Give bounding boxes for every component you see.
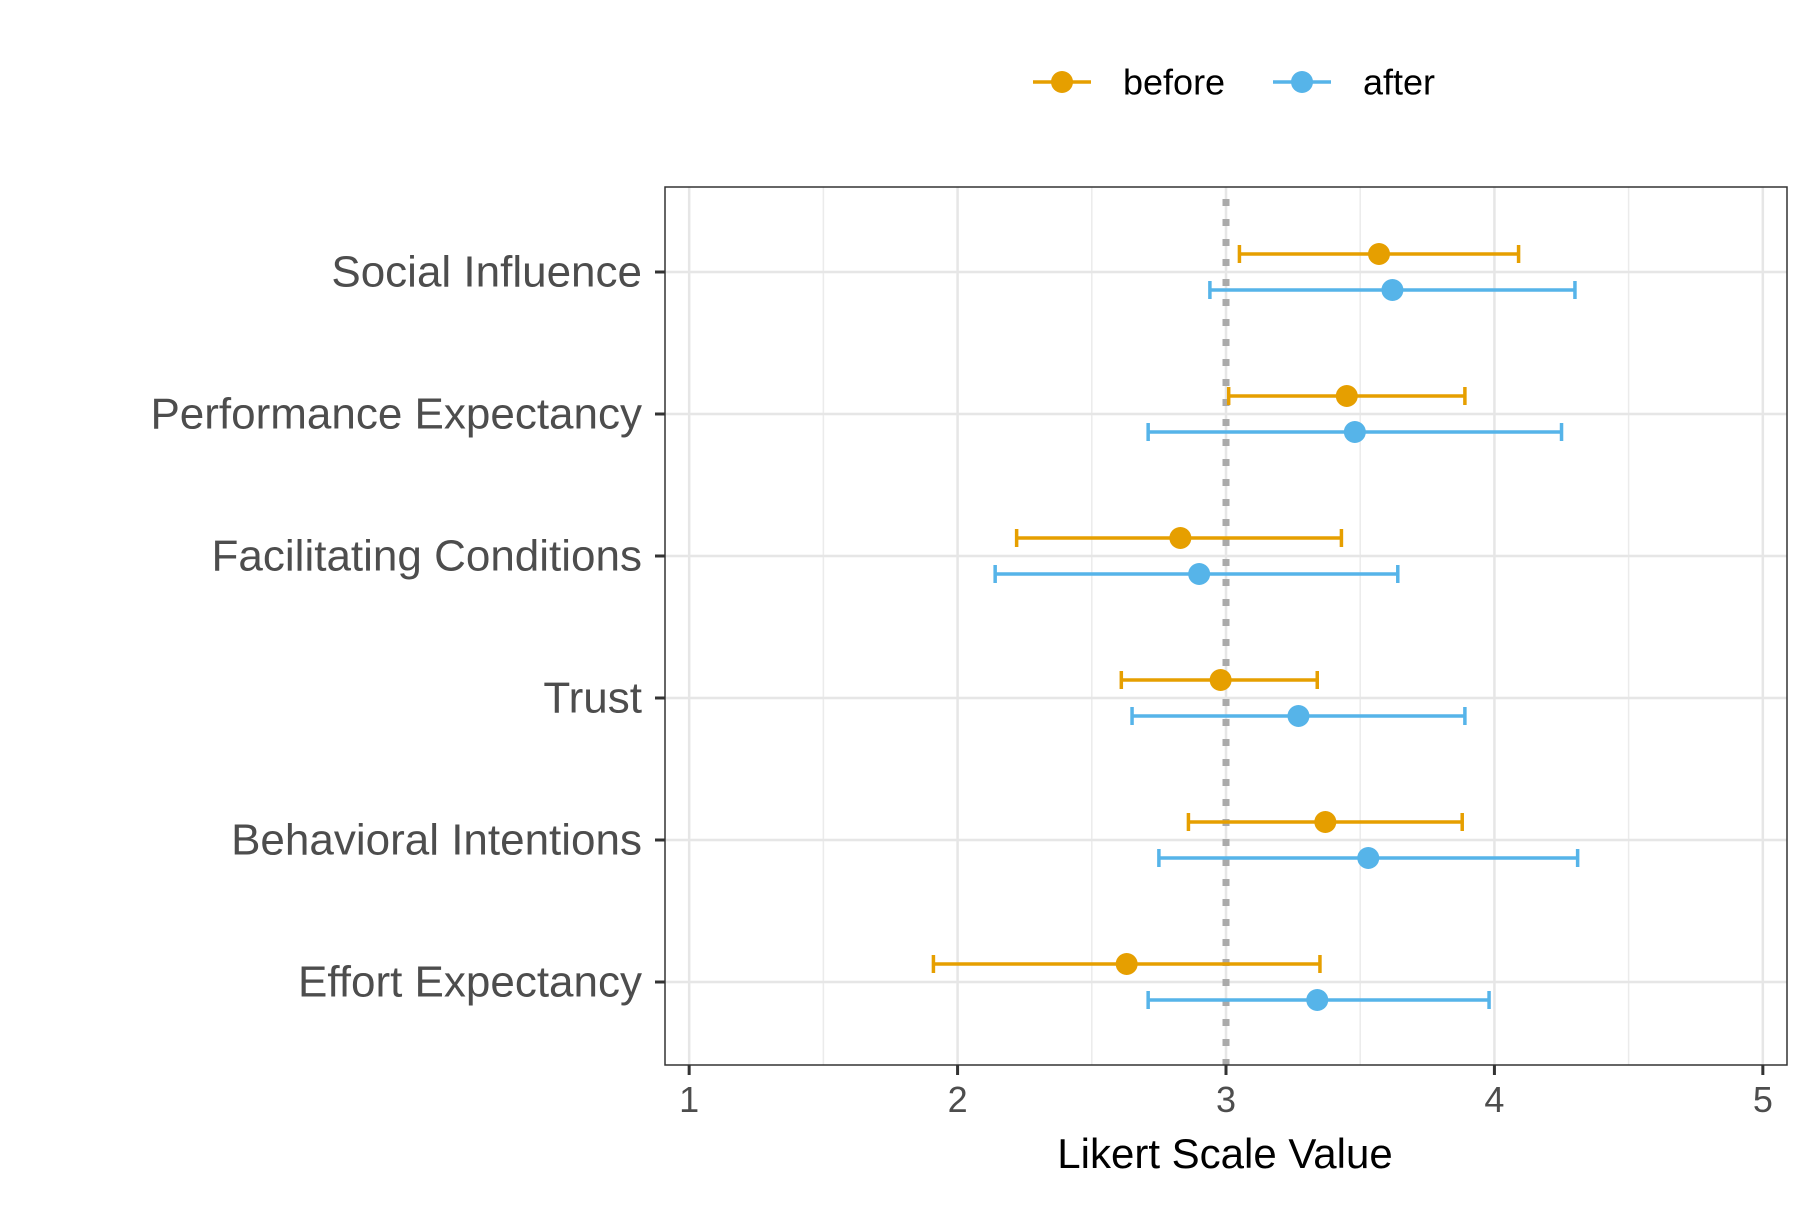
x-tick-label: 5 [1753, 1079, 1773, 1120]
y-tick-label: Effort Expectancy [298, 958, 642, 1007]
error-bar-group [1237, 243, 1521, 265]
x-axis-title: Likert Scale Value [1057, 1130, 1392, 1177]
grid [665, 187, 1787, 1065]
axes: Social Influence Performance Expectancy Fa… [150, 248, 1772, 1121]
legend-item-after: after [1273, 62, 1435, 103]
legend: before after [1033, 62, 1435, 103]
error-bar-group [1130, 705, 1467, 727]
y-tick-label: Performance Expectancy [150, 390, 642, 439]
y-tick-label: Social Influence [331, 248, 642, 297]
data-point [1357, 847, 1380, 869]
data-point [1343, 421, 1366, 443]
data-marks [931, 243, 1580, 1011]
x-tick-label: 1 [679, 1079, 699, 1120]
data-point [1306, 989, 1329, 1011]
error-bar-group [1119, 669, 1320, 691]
data-point [1115, 953, 1138, 975]
data-point [1209, 669, 1232, 691]
data-point [1381, 279, 1404, 301]
data-point [1314, 811, 1337, 833]
error-bar-group [1146, 989, 1491, 1011]
y-tick-label: Behavioral Intentions [231, 816, 642, 865]
y-tick-label: Facilitating Conditions [212, 532, 642, 581]
data-point [1287, 705, 1310, 727]
error-bar-group [993, 563, 1400, 585]
error-bar-group [1146, 421, 1564, 443]
data-point [1188, 563, 1211, 585]
x-tick-label: 2 [948, 1079, 968, 1120]
error-bar-group [1208, 279, 1577, 301]
data-point [1335, 385, 1358, 407]
y-tick-label: Trust [543, 674, 642, 723]
data-point [1169, 527, 1192, 549]
legend-label: before [1123, 62, 1225, 103]
legend-item-before: before [1033, 62, 1225, 103]
x-tick-label: 4 [1484, 1079, 1504, 1120]
legend-key-point [1051, 71, 1073, 93]
error-bar-group [1157, 847, 1580, 869]
error-bar-group [1186, 811, 1464, 833]
error-bar-group [931, 953, 1322, 975]
data-point [1368, 243, 1390, 265]
legend-label: after [1363, 62, 1435, 103]
error-bar-group [1226, 385, 1467, 407]
error-bar-group [1014, 527, 1344, 549]
x-tick-label: 3 [1216, 1079, 1236, 1120]
legend-key-point [1291, 71, 1313, 93]
